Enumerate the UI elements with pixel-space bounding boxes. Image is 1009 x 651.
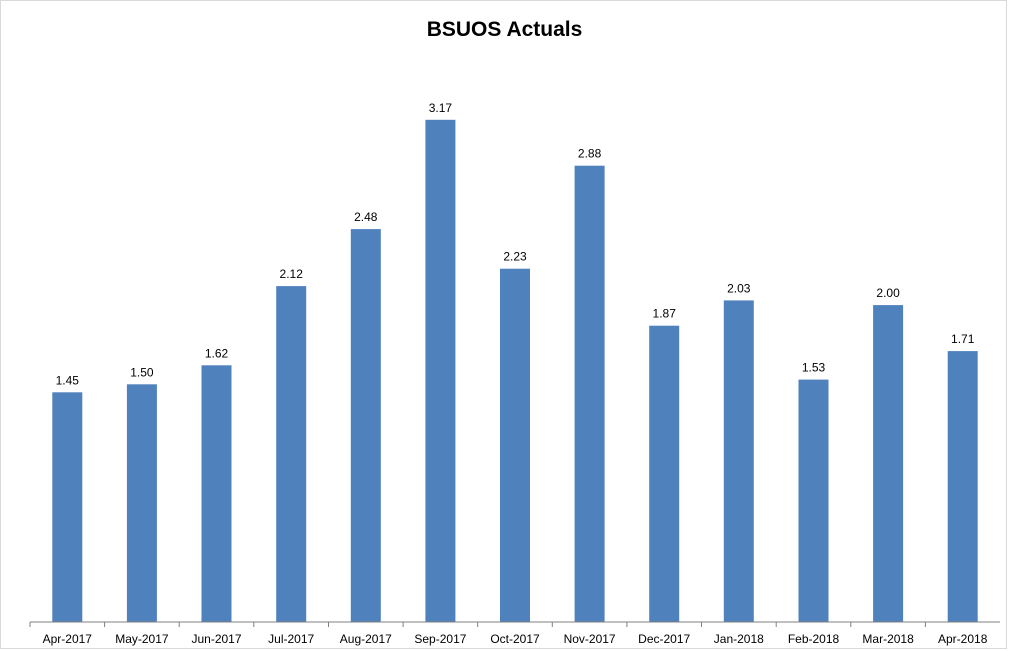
data-label-dec-2017: 1.87 [653,307,677,321]
x-tick-label-nov-2017: Nov-2017 [564,632,616,646]
bar-apr-2018 [947,351,978,622]
bar-nov-2017 [574,165,605,622]
data-label-oct-2017: 2.23 [503,250,527,264]
bars-group [52,119,978,623]
bar-jun-2017 [201,365,232,622]
data-label-jan-2018: 2.03 [727,281,751,295]
x-tick-label-jun-2017: Jun-2017 [191,632,241,646]
data-label-apr-2017: 1.45 [56,373,80,387]
x-tick-label-jul-2017: Jul-2017 [268,632,314,646]
data-label-apr-2018: 1.71 [951,332,975,346]
x-tick-label-apr-2017: Apr-2017 [43,632,93,646]
bar-jul-2017 [276,286,307,622]
bar-dec-2017 [649,325,680,622]
bar-oct-2017 [500,268,530,622]
x-tick-label-mar-2018: Mar-2018 [862,632,914,646]
data-label-jun-2017: 1.62 [205,346,229,360]
x-tick-label-jan-2018: Jan-2018 [714,632,764,646]
x-tick-label-dec-2017: Dec-2017 [638,632,690,646]
data-label-feb-2018: 1.53 [802,361,826,375]
data-labels-group: 1.45 1.50 1.62 2.12 2.48 3.17 2.23 2.88 1.87 2.03… [56,101,975,387]
x-tick-label-sep-2017: Sep-2017 [414,632,466,646]
data-label-may-2017: 1.50 [130,365,154,379]
data-label-mar-2018: 2.00 [876,286,900,300]
bar-sep-2017 [425,119,456,623]
bar-mar-2018 [873,305,904,622]
bar-may-2017 [126,384,157,622]
bar-apr-2017 [52,392,83,622]
data-label-jul-2017: 2.12 [280,267,304,281]
x-tick-label-aug-2017: Aug-2017 [340,632,392,646]
data-label-nov-2017: 2.88 [578,147,602,161]
x-tick-labels-group: Apr-2017 May-2017 Jun-2017 Jul-2017 Aug-2017… [29,622,988,646]
bar-jan-2018 [723,300,754,622]
chart-title: BSUOS Actuals [426,18,583,41]
x-tick-label-feb-2018: Feb-2018 [788,632,840,646]
x-tick-label-apr-2018: Apr-2018 [938,632,988,646]
bar-aug-2017 [350,229,381,622]
bar-feb-2018 [798,379,829,622]
x-tick-label-may-2017: May-2017 [115,632,169,646]
data-label-sep-2017: 3.17 [429,101,453,115]
data-label-aug-2017: 2.48 [354,210,378,224]
x-tick-label-oct-2017: Oct-2017 [490,632,540,646]
